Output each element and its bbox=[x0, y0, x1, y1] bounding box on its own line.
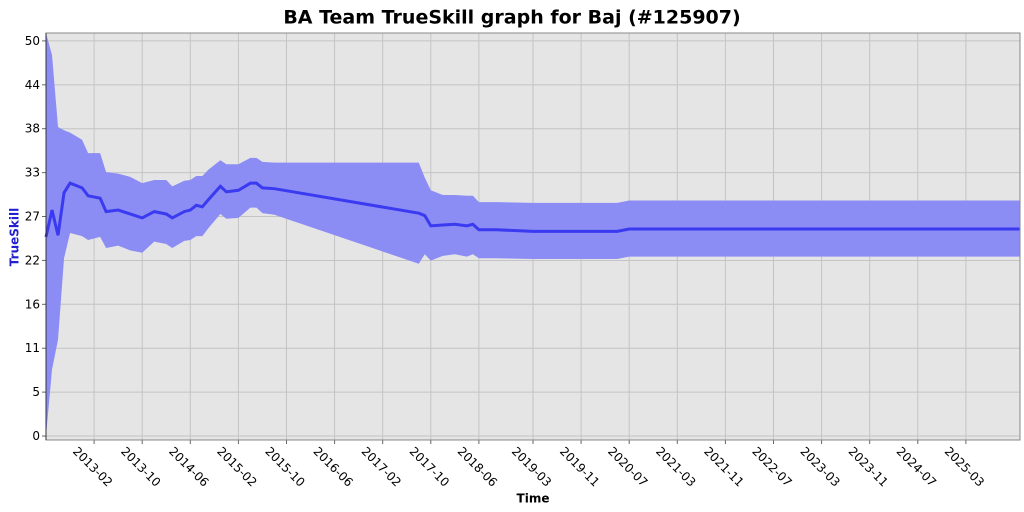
y-tick-label: 38 bbox=[25, 122, 40, 136]
y-tick-label: 27 bbox=[25, 210, 40, 224]
x-tick-label: 2017-10 bbox=[407, 444, 452, 489]
x-tick-label: 2014-06 bbox=[166, 444, 211, 489]
x-tick-label: 2021-03 bbox=[653, 444, 698, 489]
y-axis-label: TrueSkill bbox=[8, 208, 22, 266]
x-tick-label: 2021-11 bbox=[701, 444, 746, 489]
x-tick-label: 2016-06 bbox=[310, 444, 355, 489]
y-tick-label: 50 bbox=[25, 34, 40, 48]
x-tick-label: 2018-06 bbox=[455, 444, 500, 489]
y-tick-label: 22 bbox=[25, 253, 40, 267]
uncertainty-band bbox=[46, 33, 1020, 437]
y-tick-label: 44 bbox=[25, 78, 40, 92]
x-tick-label: 2025-03 bbox=[942, 444, 987, 489]
y-tick-label: 0 bbox=[32, 429, 40, 443]
x-tick-label: 2013-02 bbox=[70, 444, 115, 489]
y-tick-label: 16 bbox=[25, 297, 40, 311]
x-axis-label: Time bbox=[517, 492, 550, 506]
x-tick-label: 2024-07 bbox=[894, 444, 939, 489]
x-tick-label: 2015-10 bbox=[262, 444, 307, 489]
y-tick-label: 11 bbox=[25, 341, 40, 355]
x-tick-label: 2017-02 bbox=[359, 444, 404, 489]
y-tick-label: 5 bbox=[32, 385, 40, 399]
x-tick-label: 2022-07 bbox=[749, 444, 794, 489]
series-line bbox=[44, 181, 1020, 238]
x-tick-label: 2023-03 bbox=[797, 444, 842, 489]
x-tick-label: 2023-11 bbox=[846, 444, 891, 489]
x-tick-label: 2019-11 bbox=[557, 444, 602, 489]
x-tick-label: 2020-07 bbox=[605, 444, 650, 489]
y-tick-label: 33 bbox=[25, 166, 40, 180]
x-tick-label: 2013-10 bbox=[118, 444, 163, 489]
chart-title: BA Team TrueSkill graph for Baj (#125907… bbox=[283, 7, 740, 29]
x-tick-label: 2019-03 bbox=[509, 444, 554, 489]
x-tick-label: 2015-02 bbox=[214, 444, 259, 489]
